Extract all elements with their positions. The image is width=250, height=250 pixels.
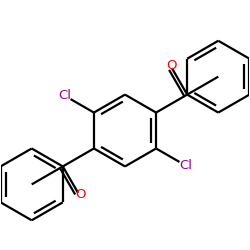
Text: O: O — [167, 60, 177, 72]
Text: O: O — [76, 188, 86, 201]
Text: Cl: Cl — [58, 89, 71, 102]
Text: Cl: Cl — [180, 159, 192, 172]
